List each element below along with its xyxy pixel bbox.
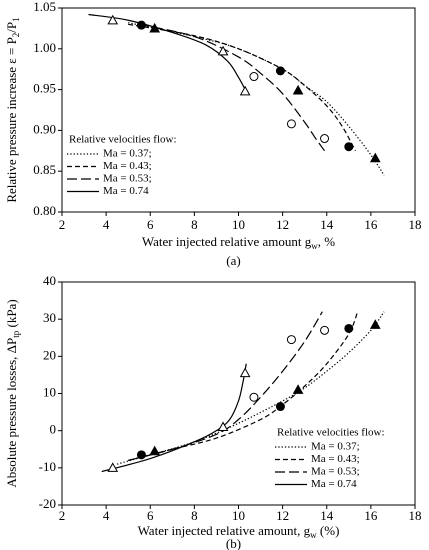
y-tick-label: 0.80 [33, 203, 56, 218]
legend-label: Ma = 0.74 [103, 185, 149, 197]
y-tick-label: 0.95 [33, 81, 56, 96]
subscript: w [311, 241, 318, 251]
data-point [107, 462, 119, 472]
data-point [249, 392, 259, 402]
legend: Relative velocities flow:Ma = 0.37;Ma = … [67, 134, 177, 197]
data-point [344, 323, 354, 333]
label-part: (kPa) [4, 299, 19, 330]
legend-label: Ma = 0.43; [311, 453, 360, 465]
x-tick-label: 12 [276, 508, 289, 523]
data-point [136, 450, 146, 460]
data-point [286, 119, 296, 129]
y-tick-label: -10 [39, 459, 56, 474]
legend-title: Relative velocities flow: [69, 134, 177, 146]
label-part: Absolute pressure losses, ΔP [4, 338, 19, 488]
label-part: /P [4, 22, 19, 33]
legend-title: Relative velocities flow: [277, 427, 385, 439]
panel-label: (b) [226, 536, 241, 550]
series-line [88, 13, 248, 94]
legend-label: Ma = 0.53; [103, 173, 152, 185]
legend-label: Ma = 0.37; [103, 148, 152, 160]
y-tick-label: 0.90 [33, 121, 56, 136]
data-point [217, 45, 229, 56]
label-part: Water injected relative amount g [142, 234, 312, 249]
x-tick-label: 10 [232, 217, 245, 232]
x-tick-label: 4 [103, 217, 110, 232]
data-point [149, 22, 161, 33]
data-point [239, 367, 251, 378]
data-point [292, 384, 304, 394]
data-point [320, 134, 330, 144]
y-tick-label: 20 [43, 347, 56, 362]
data-point [369, 152, 381, 163]
data-point [320, 325, 330, 335]
series-line [101, 363, 247, 473]
subscript: w [310, 530, 317, 540]
x-tick-label: 14 [320, 508, 334, 523]
data-point [286, 335, 296, 345]
data-point [344, 142, 354, 152]
x-tick-label: 16 [364, 508, 378, 523]
data-point [275, 66, 285, 76]
series-line [128, 311, 323, 461]
data-point [149, 445, 161, 456]
x-tick-label: 6 [147, 508, 154, 523]
y-tick-label: 1.00 [33, 40, 56, 55]
axis-label: Relative pressure increase ε = P2/P1 [4, 17, 21, 202]
subscript: 2 [11, 33, 21, 38]
x-tick-label: 8 [191, 217, 198, 232]
y-tick-label: 0.85 [33, 162, 56, 177]
series-line [128, 23, 356, 152]
x-tick-label: 6 [147, 217, 154, 232]
x-tick-label: 2 [59, 508, 66, 523]
axis-label: Absolute pressure losses, ΔPtp (kPa) [4, 299, 21, 487]
y-tick-label: 30 [43, 310, 56, 325]
subscript: tp [11, 330, 21, 338]
label-part: (%) [317, 523, 340, 538]
legend-label: Ma = 0.74 [311, 478, 357, 490]
x-tick-label: 18 [409, 217, 422, 232]
y-tick-label: 40 [43, 273, 56, 288]
data-point [239, 85, 251, 96]
series-line [128, 22, 385, 176]
x-tick-label: 10 [232, 508, 245, 523]
y-tick-label: 0 [50, 422, 57, 437]
axis-label: Water injected relative amount, gw (%) [138, 523, 340, 540]
data-point [369, 319, 381, 329]
label-part: Water injected relative amount, g [138, 523, 311, 538]
data-point [292, 84, 304, 95]
legend: Relative velocities flow:Ma = 0.37;Ma = … [275, 427, 385, 490]
x-tick-label: 2 [59, 217, 66, 232]
y-tick-label: 1.05 [33, 0, 56, 14]
y-tick-label: -20 [39, 496, 56, 511]
x-tick-label: 4 [103, 508, 110, 523]
x-tick-label: 18 [409, 508, 422, 523]
series-line [139, 23, 326, 152]
data-point [249, 72, 259, 82]
x-tick-label: 8 [191, 508, 198, 523]
data-point [275, 402, 285, 412]
legend-label: Ma = 0.37; [311, 441, 360, 453]
x-tick-label: 14 [320, 217, 334, 232]
x-tick-label: 12 [276, 217, 289, 232]
label-part: Relative pressure increase ε = P [4, 37, 19, 202]
panel-label: (a) [226, 253, 240, 268]
data-point [136, 20, 146, 30]
data-point [107, 14, 119, 25]
y-tick-label: 10 [43, 384, 56, 399]
subscript: 1 [11, 17, 21, 22]
label-part: , % [318, 234, 336, 249]
axis-label: Water injected relative amount gw, % [142, 234, 335, 251]
legend-label: Ma = 0.43; [103, 160, 152, 172]
data-point [217, 421, 229, 432]
legend-label: Ma = 0.53; [311, 466, 360, 478]
x-tick-label: 16 [364, 217, 378, 232]
